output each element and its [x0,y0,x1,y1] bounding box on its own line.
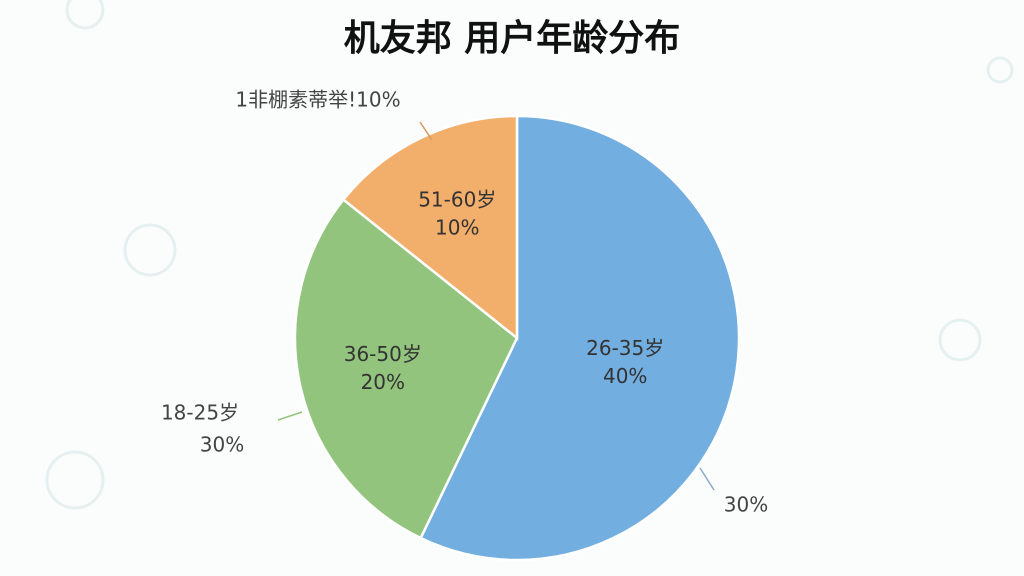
value-label: 40% [603,364,647,388]
chart-title: 机友邦 用户年龄分布 [344,18,681,59]
pie-slice [293,197,519,540]
pie-slice [419,114,741,562]
slice-label: 51-60岁 [418,187,496,211]
pie: 26-35岁 40% 36-50岁 20% 51-60岁 10% [293,114,741,562]
annotation: 1非棚素蒂举!10% [235,88,400,112]
slice-label: 26-35岁 [586,336,664,360]
pie-slice [341,114,519,341]
leader-lines [277,121,715,491]
annotation: 18-25岁 [161,401,239,425]
value-label: 20% [361,370,405,394]
annotation: 30% [200,433,244,457]
background-decor [45,0,1014,510]
slice-label: 36-50岁 [344,342,422,366]
value-label: 10% [435,215,479,239]
annotation: 30% [724,493,768,517]
